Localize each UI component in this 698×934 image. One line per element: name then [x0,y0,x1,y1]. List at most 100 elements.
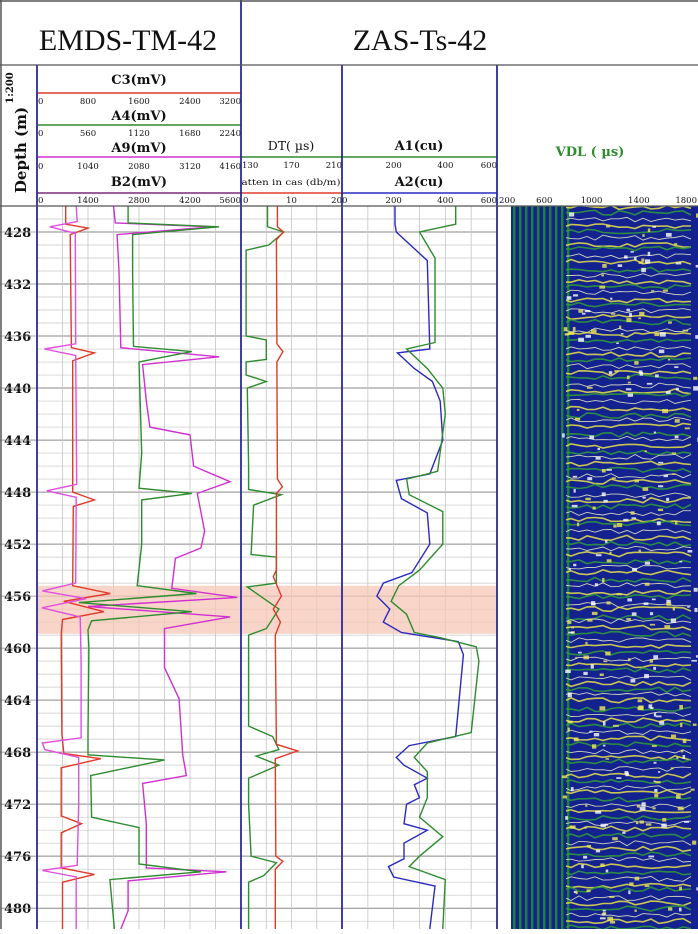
vdl-speckle [682,755,686,759]
vdl-speckle [656,521,661,526]
vdl-waveform-band [565,412,692,419]
depth-tick-label: 432 [4,278,31,293]
vdl-waveform-band [565,675,692,681]
curve-name-label: DT( µs) [268,138,315,153]
vdl-speckle [674,435,679,439]
depth-tick-label: 428 [4,226,31,241]
vdl-waveform-band [565,327,692,334]
vdl-waveform-band [565,840,692,847]
vdl-speckle [625,772,629,777]
vdl-speckle [601,468,606,473]
vdl-speckle [653,655,659,660]
vdl-speckle [573,488,576,493]
vdl-speckle [628,890,631,895]
vdl-speckle [565,816,568,820]
scale-tick-label: 0 [38,196,43,206]
vdl-speckle [599,285,606,289]
scale-tick-label: 600 [481,196,497,206]
vdl-speckle [634,909,637,912]
vdl-speckle [665,232,672,237]
vdl-speckle [587,477,593,481]
vdl-speckle [630,678,636,683]
vdl-waveform-band [565,820,692,827]
curve-a1 [376,206,465,930]
vdl-stripe [519,206,522,929]
vdl-speckle [599,917,606,920]
vdl-speckle [649,658,653,663]
vdl-speckle [583,671,588,676]
depth-tick-label: 480 [4,902,31,917]
vdl-speckle [644,259,651,264]
curve-name-label: A4(mV) [110,109,166,124]
vdl-speckle [648,704,653,709]
vdl-speckle [638,317,641,320]
vdl-waveform-band [565,258,692,265]
depth-tick-label: 444 [4,434,31,449]
vdl-speckle [586,386,593,389]
vdl-speckle [664,625,671,629]
vdl-speckle [573,890,577,894]
vdl-speckle [583,855,588,859]
vdl-speckle [609,920,616,924]
vdl-speckle [695,264,698,268]
vdl-waveform-band [565,534,692,542]
vdl-waveform-band [565,272,692,279]
vdl-waveform-band [565,875,692,882]
vdl-waveform-band [565,589,692,596]
vdl-speckle [619,325,622,329]
vdl-speckle [655,374,659,378]
curve-a2 [390,206,480,930]
vdl-waveform-band [565,667,692,674]
vdl-waveform-band [565,453,692,460]
depth-tick-label: 464 [4,694,31,709]
vdl-waveform-band [565,649,692,656]
scale-tick-label: 600 [536,196,552,206]
vdl-speckle [575,891,578,895]
vdl-speckle [605,823,609,826]
vdl-speckle [672,607,676,611]
vdl-speckle [563,327,568,332]
vdl-speckle [599,706,606,711]
vdl-speckle [566,296,572,300]
scale-tick-label: 5600 [219,196,241,206]
vdl-speckle [662,289,668,292]
vdl-speckle [668,907,673,911]
vdl-speckle [639,806,646,811]
vdl-speckle [629,312,632,318]
vdl-speckle [616,342,619,345]
vdl-speckle [627,393,634,397]
vdl-speckle [654,793,659,798]
scale-tick-label: 3120 [179,162,201,172]
vdl-speckle [674,243,678,245]
vdl-speckle [594,583,598,587]
vdl-speckle [590,664,594,669]
vdl-speckle [696,887,698,891]
vdl-waveform-band [565,338,692,344]
vdl-waveform-band [565,905,692,912]
vdl-speckle [577,522,580,527]
vdl-speckle [634,361,639,365]
vdl-speckle [626,318,632,323]
vdl-waveform-band [565,308,692,314]
vdl-waveform-band [565,614,692,621]
vdl-speckle [653,712,657,717]
vdl-waveform-band [565,680,692,688]
vdl-waveform-band [565,845,692,853]
vdl-background [511,206,698,929]
vdl-speckle [627,658,631,662]
vdl-waveform-band [565,815,692,822]
vdl-stripe [531,206,534,929]
vdl-speckle [652,226,657,228]
vdl-speckle [601,274,605,277]
vdl-waveform-band [565,492,692,498]
vdl-waveform-band [565,435,692,442]
vdl-speckle [603,499,608,503]
vdl-speckle [606,601,611,605]
vdl-speckle [568,568,572,571]
vdl-waveform-band [565,856,692,863]
vdl-waveform-band [565,416,692,423]
vdl-waveform-band [565,351,692,358]
vdl-speckle [613,524,617,528]
